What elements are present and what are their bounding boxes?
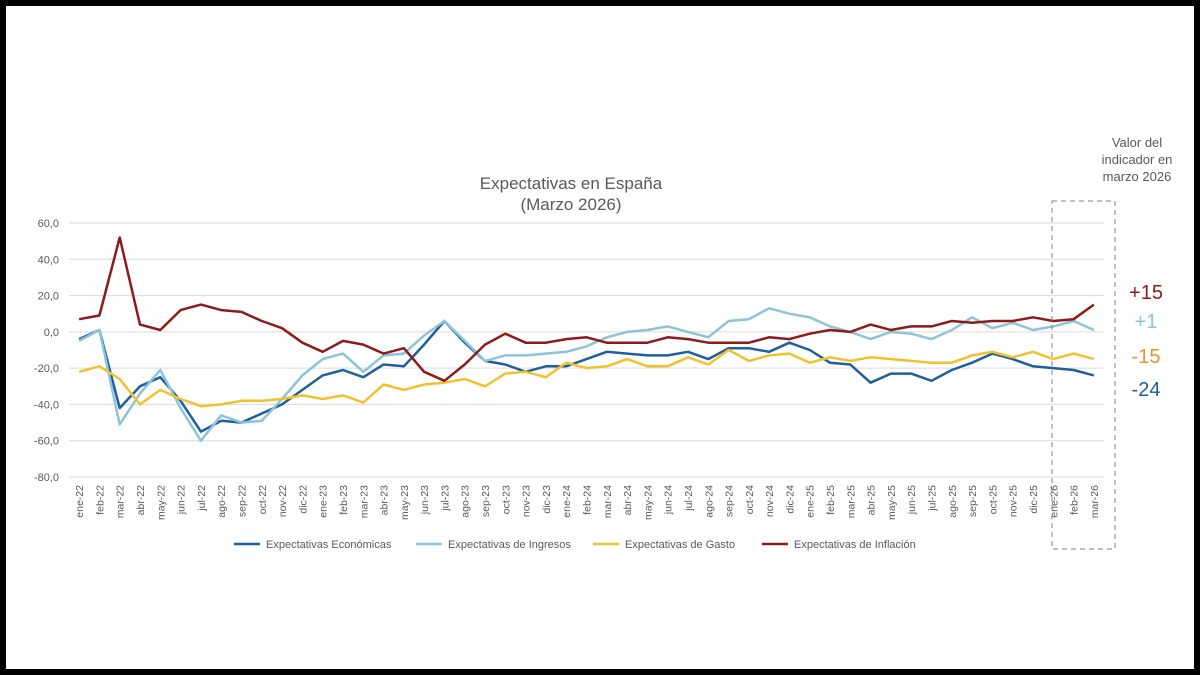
x-tick-label: nov-25 [1008,485,1020,517]
final-value-label: -15 [1132,346,1161,368]
x-tick-label: sep-25 [967,485,979,517]
final-value-labels: +15 +1 -15 -24 [1129,282,1163,401]
x-tick-label: sep-22 [237,485,249,517]
x-tick-label: may-22 [155,485,167,520]
x-tick-label: jun-22 [176,485,188,515]
x-tick-label: sep-24 [724,485,736,517]
x-tick-label: nov-23 [521,485,533,517]
x-tick-label: ene-22 [74,485,86,518]
y-tick-label: 20,0 [38,291,59,303]
x-tick-label: jun-25 [906,485,918,515]
slide-frame: Expectativas en España (Marzo 2026) 60,0… [6,6,1194,669]
x-tick-label: dic-23 [541,485,553,514]
chart-subtitle: (Marzo 2026) [520,195,621,214]
x-tick-label: abr-24 [622,485,634,516]
y-tick-label: -40,0 [34,399,59,411]
x-axis-ticks: ene-22 feb-22 mar-22 abr-22 may-22 jun-22 jul-… [74,485,1101,520]
x-tick-label: feb-22 [94,485,106,515]
x-tick-label: ago-23 [460,485,472,518]
x-tick-label: jul-24 [683,485,695,512]
y-tick-label: 40,0 [38,254,59,266]
x-tick-label: may-24 [642,485,654,520]
x-tick-label: oct-23 [500,485,512,514]
x-tick-label: may-23 [399,485,411,520]
legend: Expectativas Económicas Expectativas de I… [234,539,916,551]
x-tick-label: nov-24 [764,485,776,517]
legend-label: Expectativas de Inflación [794,539,916,551]
x-tick-label: dic-22 [297,485,309,514]
x-tick-label: mar-22 [115,485,127,518]
x-tick-label: ago-25 [947,485,959,518]
line-chart: Expectativas en España (Marzo 2026) 60,0… [34,135,1173,551]
final-value-label: -24 [1132,379,1161,401]
x-tick-label: dic-25 [1028,485,1040,514]
x-tick-label: ago-24 [703,485,715,518]
x-tick-label: ene-24 [561,485,573,518]
series-line [78,236,1095,383]
x-tick-label: jul-22 [196,485,208,512]
chart-title: Expectativas en España [480,174,663,193]
x-tick-label: feb-23 [338,485,350,515]
highlight-label-box: Valor del indicador en marzo 2026 [1101,135,1173,184]
x-tick-label: may-25 [886,485,898,520]
x-tick-label: mar-24 [602,485,614,518]
y-tick-label: -20,0 [34,363,59,375]
y-tick-label: -80,0 [34,472,59,484]
legend-label: Expectativas Económicas [266,539,392,551]
y-tick-label: 60,0 [38,218,59,230]
x-tick-label: feb-25 [825,485,837,515]
x-tick-label: oct-24 [744,485,756,514]
x-tick-label: ago-22 [216,485,228,518]
x-tick-label: nov-22 [277,485,289,517]
series-line [78,348,1095,408]
final-value-label: +15 [1129,282,1163,304]
x-tick-label: ene-25 [805,485,817,518]
series-lines [78,236,1095,442]
series-line [78,319,1095,433]
legend-label: Expectativas de Ingresos [448,539,571,551]
x-tick-label: abr-23 [379,485,391,516]
x-tick-label: oct-25 [987,485,999,514]
x-tick-label: sep-23 [480,485,492,517]
highlight-label: Valor del indicador en marzo 2026 [1101,135,1173,184]
x-tick-label: feb-26 [1069,485,1081,515]
legend-label: Expectativas de Gasto [625,539,735,551]
x-tick-label: abr-25 [866,485,878,516]
x-tick-label: oct-22 [257,485,269,514]
y-tick-label: -60,0 [34,436,59,448]
x-tick-label: jul-25 [927,485,939,512]
x-tick-label: jun-23 [419,485,431,515]
x-tick-label: mar-23 [358,485,370,518]
highlight-box [1051,200,1116,550]
x-tick-label: ene-23 [318,485,330,518]
x-tick-label: ene-26 [1048,485,1060,518]
x-tick-label: mar-25 [845,485,857,518]
final-value-label: +1 [1135,311,1158,333]
series-line [78,307,1095,442]
grid-lines [69,222,1104,478]
x-tick-label: feb-24 [582,485,594,515]
x-tick-label: dic-24 [784,485,796,514]
x-tick-label: mar-26 [1089,485,1101,518]
x-tick-label: jul-23 [439,485,451,512]
x-tick-label: jun-24 [663,485,675,515]
y-axis-ticks: 60,0 40,0 20,0 0,0 -20,0 -40,0 -60,0 -80,0 [34,218,59,484]
x-tick-label: abr-22 [135,485,147,516]
y-tick-label: 0,0 [44,327,59,339]
